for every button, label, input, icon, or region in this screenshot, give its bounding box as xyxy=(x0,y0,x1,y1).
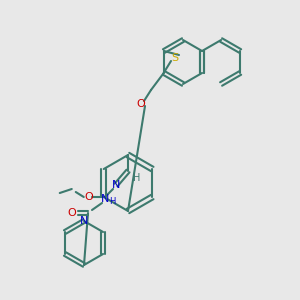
Text: O: O xyxy=(136,99,146,109)
Text: S: S xyxy=(171,53,178,63)
Text: N: N xyxy=(80,216,88,226)
Text: N: N xyxy=(112,180,120,190)
Text: O: O xyxy=(84,192,93,202)
Text: H: H xyxy=(133,173,141,183)
Text: N: N xyxy=(101,194,109,204)
Text: H: H xyxy=(109,196,115,206)
Text: O: O xyxy=(68,208,76,218)
